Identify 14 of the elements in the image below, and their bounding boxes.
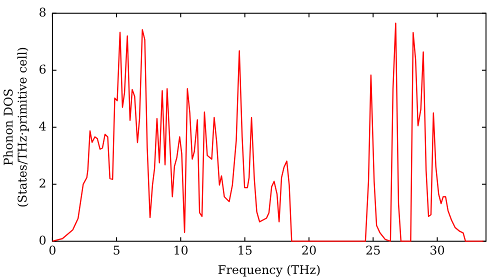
y-tick-label: 4 [38,119,47,134]
x-axis-title: Frequency (THz) [218,262,321,277]
y-tick-label: 6 [38,62,46,76]
y-axis-title: Phonon DOS (States/THz·primitive cell) [1,46,30,208]
y-tick-label: 2 [38,176,46,190]
x-tick-label: 0 [48,244,56,258]
x-tick-label: 30 [430,244,445,258]
x-tick-label: 15 [237,244,252,258]
y-tick-label: 8 [38,5,46,20]
x-tick-label: 20 [301,244,317,258]
y-tick-label: 0 [38,233,46,248]
x-tick-label: 5 [112,244,120,258]
x-tick-label: 25 [365,244,381,258]
x-tick-label: 10 [173,244,188,258]
